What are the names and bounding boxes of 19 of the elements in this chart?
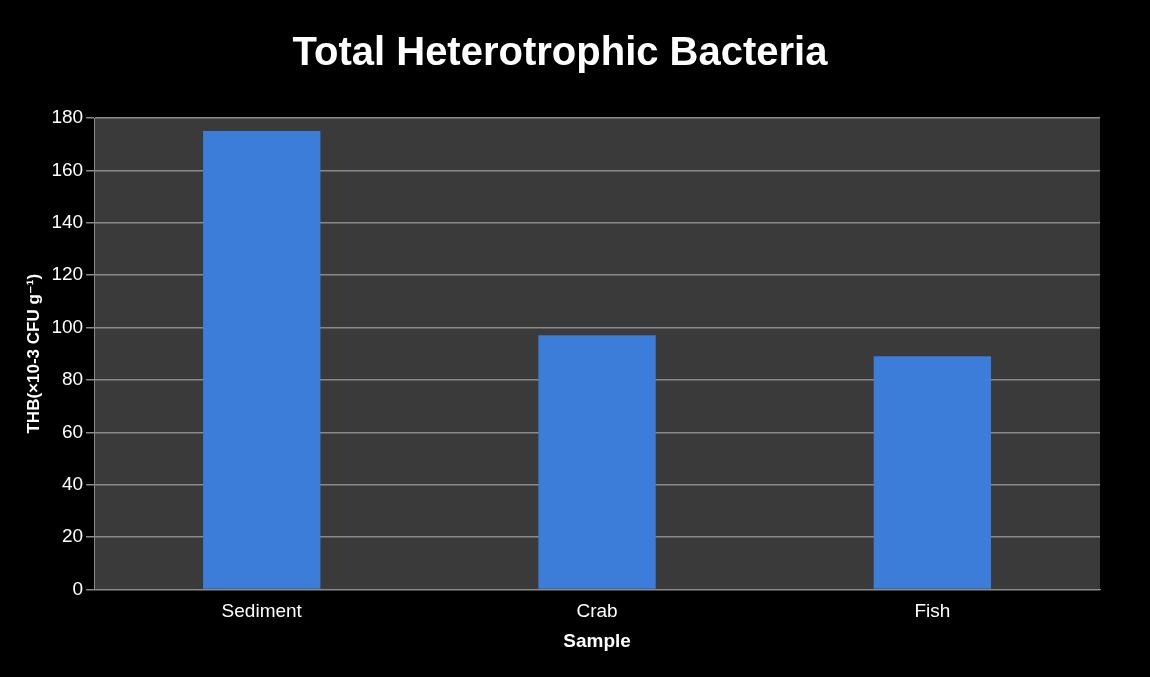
x-axis-title: Sample [563,629,631,651]
bar [873,356,992,589]
y-tick-label: 60 [61,420,84,442]
y-tick-label: 120 [51,263,84,285]
x-tick-label: Crab [576,600,618,622]
y-tick-label: 80 [61,368,84,390]
y-tick-label: 0 [72,577,84,599]
y-tick-label: 40 [61,472,84,494]
x-tick-label: Fish [914,600,951,622]
bar [538,335,656,589]
y-tick-label: 20 [61,525,84,547]
y-tick-label: 100 [51,315,84,337]
bar [203,131,321,589]
chart-title: Total Heterotrophic Bacteria [292,29,829,74]
y-tick-label: 160 [51,158,84,180]
y-axis-title: THB(×10-3 CFU g⁻¹) [23,273,43,434]
y-tick-label: 140 [51,210,84,232]
y-tick-label: 180 [51,106,84,128]
x-tick-label: Sediment [221,600,303,622]
